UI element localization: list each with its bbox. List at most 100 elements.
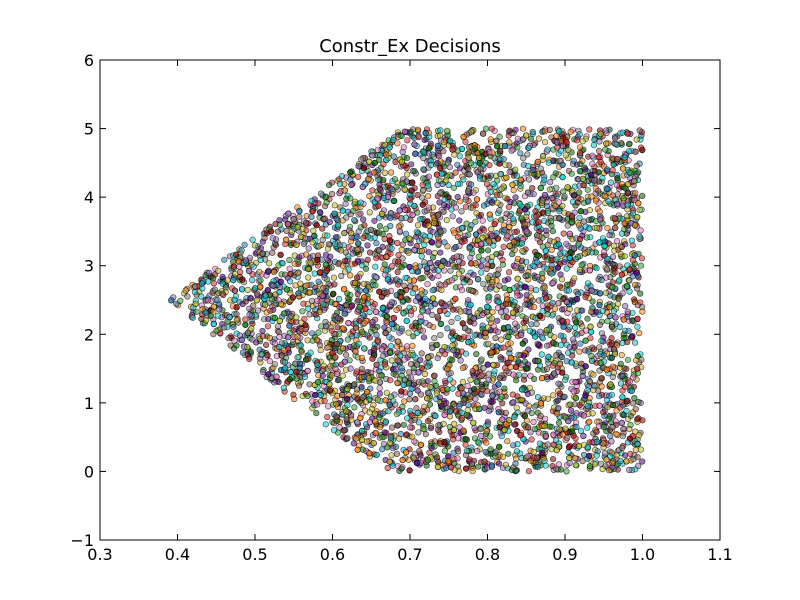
data-point	[452, 295, 459, 302]
data-point	[553, 256, 560, 263]
data-point	[437, 189, 444, 197]
data-point	[487, 446, 494, 453]
data-point	[280, 384, 287, 392]
data-point	[317, 209, 324, 216]
data-point	[325, 344, 332, 351]
data-point	[550, 174, 557, 181]
data-point	[496, 443, 503, 450]
data-point	[326, 381, 333, 388]
data-point	[341, 286, 348, 293]
data-point	[420, 187, 427, 194]
data-point	[405, 249, 412, 256]
data-point	[336, 295, 343, 303]
data-point	[623, 407, 630, 415]
data-point	[360, 280, 368, 288]
data-point	[520, 319, 527, 326]
data-point	[458, 385, 465, 392]
data-point	[366, 193, 373, 200]
data-point	[460, 427, 467, 434]
data-point	[556, 361, 564, 368]
data-point	[573, 137, 581, 144]
data-point	[550, 370, 558, 377]
data-point	[575, 195, 582, 202]
data-point	[287, 369, 294, 376]
data-point	[512, 364, 520, 371]
data-point	[543, 327, 550, 334]
data-point	[609, 284, 616, 291]
data-point	[553, 447, 560, 454]
data-point	[392, 401, 399, 408]
data-point	[569, 336, 577, 343]
data-point	[493, 250, 500, 258]
data-point	[354, 419, 361, 426]
data-point	[624, 338, 631, 346]
data-point	[619, 290, 626, 297]
data-point	[570, 157, 577, 164]
data-point	[406, 396, 413, 403]
data-point	[609, 253, 617, 260]
data-point	[636, 127, 643, 134]
data-point	[248, 325, 255, 332]
data-point	[619, 387, 626, 394]
data-point	[541, 128, 549, 135]
data-point	[634, 315, 641, 322]
data-point	[567, 401, 574, 408]
data-point	[550, 441, 557, 448]
data-point	[259, 250, 266, 257]
data-point	[377, 187, 384, 194]
data-point	[429, 274, 436, 281]
data-point	[210, 280, 217, 287]
data-point	[544, 256, 551, 263]
data-point	[510, 371, 517, 378]
data-point	[303, 251, 310, 258]
data-point	[551, 334, 558, 341]
data-point	[274, 323, 282, 330]
data-point	[469, 468, 476, 475]
data-point	[510, 187, 517, 194]
data-point	[570, 192, 577, 199]
data-point	[471, 145, 479, 152]
data-point	[364, 388, 371, 396]
data-point	[544, 305, 551, 312]
data-point	[264, 323, 272, 330]
data-point	[318, 323, 325, 330]
data-point	[420, 154, 427, 162]
data-point	[361, 294, 368, 301]
data-point	[233, 342, 240, 349]
data-point	[462, 196, 469, 203]
data-point	[276, 217, 283, 224]
data-point	[576, 144, 584, 151]
data-point	[451, 420, 458, 428]
data-point	[473, 196, 481, 203]
data-point	[323, 288, 330, 295]
data-point	[633, 162, 640, 169]
data-point	[336, 242, 344, 249]
data-point	[444, 325, 451, 332]
data-point	[554, 190, 562, 197]
data-point	[449, 330, 456, 337]
data-point	[482, 150, 489, 157]
data-point	[319, 225, 326, 232]
data-point	[618, 243, 625, 250]
data-point	[398, 215, 405, 222]
data-point	[452, 408, 460, 415]
data-point	[466, 243, 473, 251]
data-point	[596, 208, 603, 215]
data-point	[519, 125, 527, 132]
data-point	[414, 126, 422, 133]
data-point	[616, 263, 623, 270]
data-point	[358, 354, 366, 362]
data-point	[425, 418, 432, 425]
data-point	[426, 232, 434, 240]
data-point	[611, 247, 618, 254]
data-point	[408, 187, 416, 195]
data-point	[331, 210, 338, 217]
data-point	[405, 329, 412, 336]
data-point	[471, 435, 479, 442]
data-point	[338, 272, 345, 280]
data-point	[457, 308, 464, 315]
data-point	[354, 233, 361, 240]
data-point	[300, 240, 308, 247]
data-point	[566, 230, 573, 237]
data-point	[377, 424, 384, 431]
